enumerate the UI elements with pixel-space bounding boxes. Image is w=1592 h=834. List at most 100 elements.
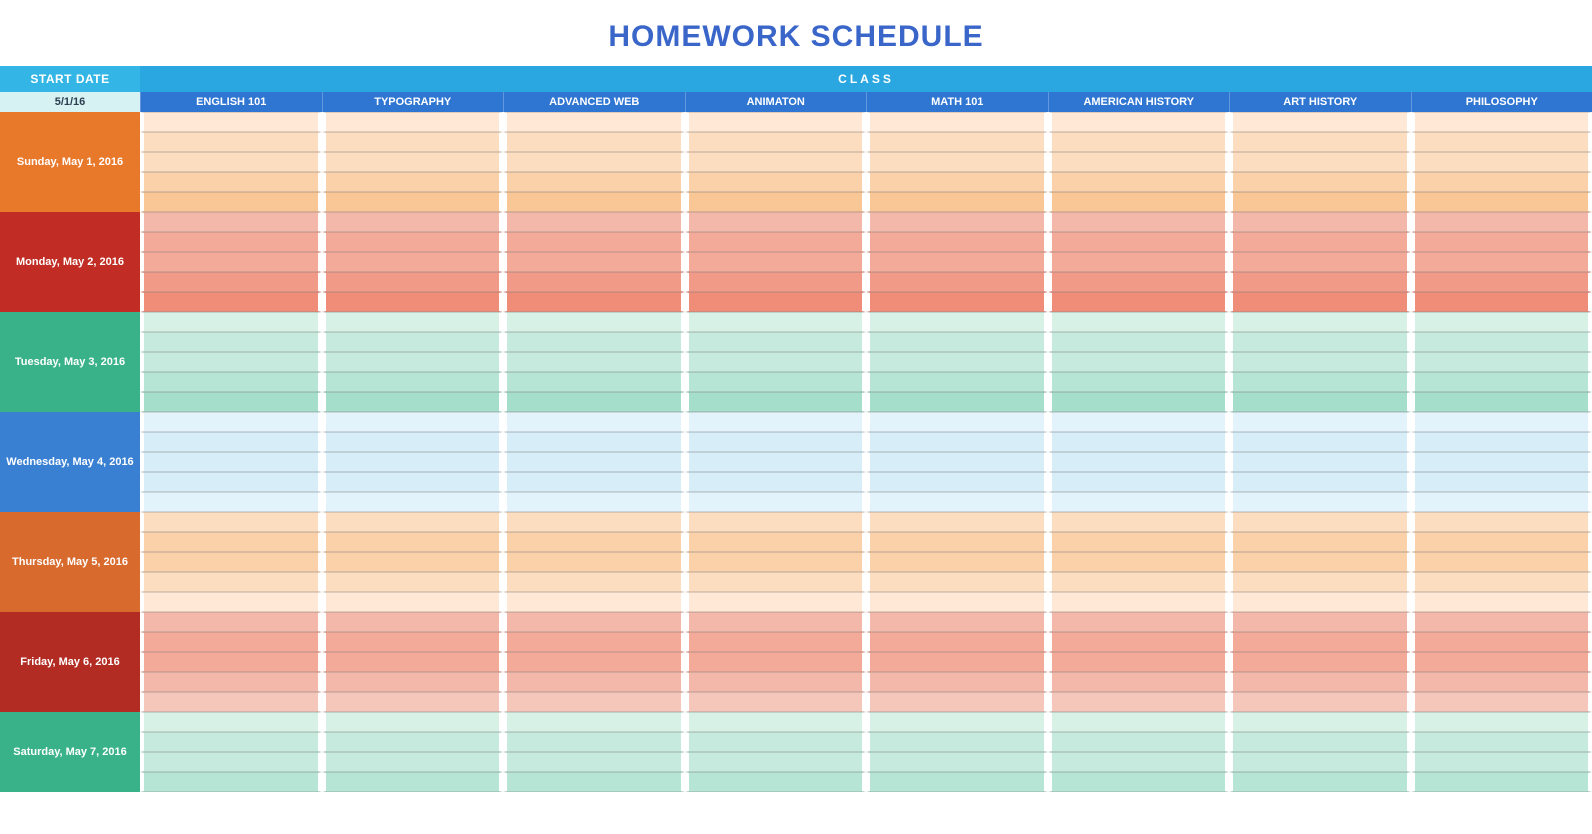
task-cell[interactable] xyxy=(1048,352,1230,372)
task-cell[interactable] xyxy=(685,312,867,332)
task-cell[interactable] xyxy=(140,772,322,792)
task-cell[interactable] xyxy=(503,572,685,592)
task-cell[interactable] xyxy=(1229,672,1411,692)
task-cell[interactable] xyxy=(322,712,504,732)
task-cell[interactable] xyxy=(1229,592,1411,612)
task-cell[interactable] xyxy=(1048,612,1230,632)
task-cell[interactable] xyxy=(140,712,322,732)
task-cell[interactable] xyxy=(685,232,867,252)
task-cell[interactable] xyxy=(685,452,867,472)
task-cell[interactable] xyxy=(866,772,1048,792)
task-cell[interactable] xyxy=(866,672,1048,692)
task-cell[interactable] xyxy=(1048,592,1230,612)
task-cell[interactable] xyxy=(1048,652,1230,672)
task-cell[interactable] xyxy=(866,392,1048,412)
task-cell[interactable] xyxy=(1048,752,1230,772)
task-cell[interactable] xyxy=(685,352,867,372)
task-cell[interactable] xyxy=(866,472,1048,492)
task-cell[interactable] xyxy=(1048,452,1230,472)
task-cell[interactable] xyxy=(503,472,685,492)
task-cell[interactable] xyxy=(685,412,867,432)
task-cell[interactable] xyxy=(1229,732,1411,752)
task-cell[interactable] xyxy=(140,472,322,492)
task-cell[interactable] xyxy=(1411,432,1592,452)
task-cell[interactable] xyxy=(866,532,1048,552)
task-cell[interactable] xyxy=(1229,452,1411,472)
task-cell[interactable] xyxy=(1411,332,1592,352)
task-cell[interactable] xyxy=(503,592,685,612)
task-cell[interactable] xyxy=(866,192,1048,212)
task-cell[interactable] xyxy=(1411,252,1592,272)
task-cell[interactable] xyxy=(140,272,322,292)
task-cell[interactable] xyxy=(322,312,504,332)
task-cell[interactable] xyxy=(866,732,1048,752)
task-cell[interactable] xyxy=(140,732,322,752)
task-cell[interactable] xyxy=(685,272,867,292)
task-cell[interactable] xyxy=(685,152,867,172)
task-cell[interactable] xyxy=(322,532,504,552)
task-cell[interactable] xyxy=(866,372,1048,392)
task-cell[interactable] xyxy=(322,512,504,532)
task-cell[interactable] xyxy=(685,712,867,732)
task-cell[interactable] xyxy=(866,272,1048,292)
task-cell[interactable] xyxy=(1048,712,1230,732)
task-cell[interactable] xyxy=(322,432,504,452)
task-cell[interactable] xyxy=(866,712,1048,732)
task-cell[interactable] xyxy=(866,152,1048,172)
task-cell[interactable] xyxy=(1048,232,1230,252)
task-cell[interactable] xyxy=(866,432,1048,452)
task-cell[interactable] xyxy=(866,332,1048,352)
task-cell[interactable] xyxy=(140,132,322,152)
task-cell[interactable] xyxy=(140,652,322,672)
task-cell[interactable] xyxy=(685,612,867,632)
task-cell[interactable] xyxy=(1048,392,1230,412)
task-cell[interactable] xyxy=(1411,732,1592,752)
task-cell[interactable] xyxy=(685,172,867,192)
task-cell[interactable] xyxy=(322,332,504,352)
task-cell[interactable] xyxy=(866,352,1048,372)
task-cell[interactable] xyxy=(503,192,685,212)
task-cell[interactable] xyxy=(1411,372,1592,392)
task-cell[interactable] xyxy=(1411,312,1592,332)
task-cell[interactable] xyxy=(1048,252,1230,272)
task-cell[interactable] xyxy=(140,492,322,512)
task-cell[interactable] xyxy=(1411,552,1592,572)
task-cell[interactable] xyxy=(322,692,504,712)
task-cell[interactable] xyxy=(1048,372,1230,392)
task-cell[interactable] xyxy=(140,412,322,432)
task-cell[interactable] xyxy=(866,692,1048,712)
task-cell[interactable] xyxy=(140,452,322,472)
task-cell[interactable] xyxy=(685,112,867,132)
task-cell[interactable] xyxy=(503,112,685,132)
task-cell[interactable] xyxy=(1229,152,1411,172)
task-cell[interactable] xyxy=(503,132,685,152)
task-cell[interactable] xyxy=(140,232,322,252)
task-cell[interactable] xyxy=(1229,532,1411,552)
task-cell[interactable] xyxy=(866,652,1048,672)
task-cell[interactable] xyxy=(1229,552,1411,572)
task-cell[interactable] xyxy=(1411,592,1592,612)
task-cell[interactable] xyxy=(685,572,867,592)
task-cell[interactable] xyxy=(503,272,685,292)
task-cell[interactable] xyxy=(503,292,685,312)
task-cell[interactable] xyxy=(1229,332,1411,352)
task-cell[interactable] xyxy=(1411,472,1592,492)
task-cell[interactable] xyxy=(1229,512,1411,532)
task-cell[interactable] xyxy=(685,432,867,452)
task-cell[interactable] xyxy=(1411,572,1592,592)
task-cell[interactable] xyxy=(1411,272,1592,292)
task-cell[interactable] xyxy=(322,572,504,592)
task-cell[interactable] xyxy=(1411,352,1592,372)
task-cell[interactable] xyxy=(140,312,322,332)
task-cell[interactable] xyxy=(503,212,685,232)
task-cell[interactable] xyxy=(322,752,504,772)
task-cell[interactable] xyxy=(322,352,504,372)
task-cell[interactable] xyxy=(322,112,504,132)
task-cell[interactable] xyxy=(866,512,1048,532)
task-cell[interactable] xyxy=(140,372,322,392)
task-cell[interactable] xyxy=(503,152,685,172)
task-cell[interactable] xyxy=(322,632,504,652)
task-cell[interactable] xyxy=(140,692,322,712)
task-cell[interactable] xyxy=(1048,172,1230,192)
task-cell[interactable] xyxy=(1411,772,1592,792)
